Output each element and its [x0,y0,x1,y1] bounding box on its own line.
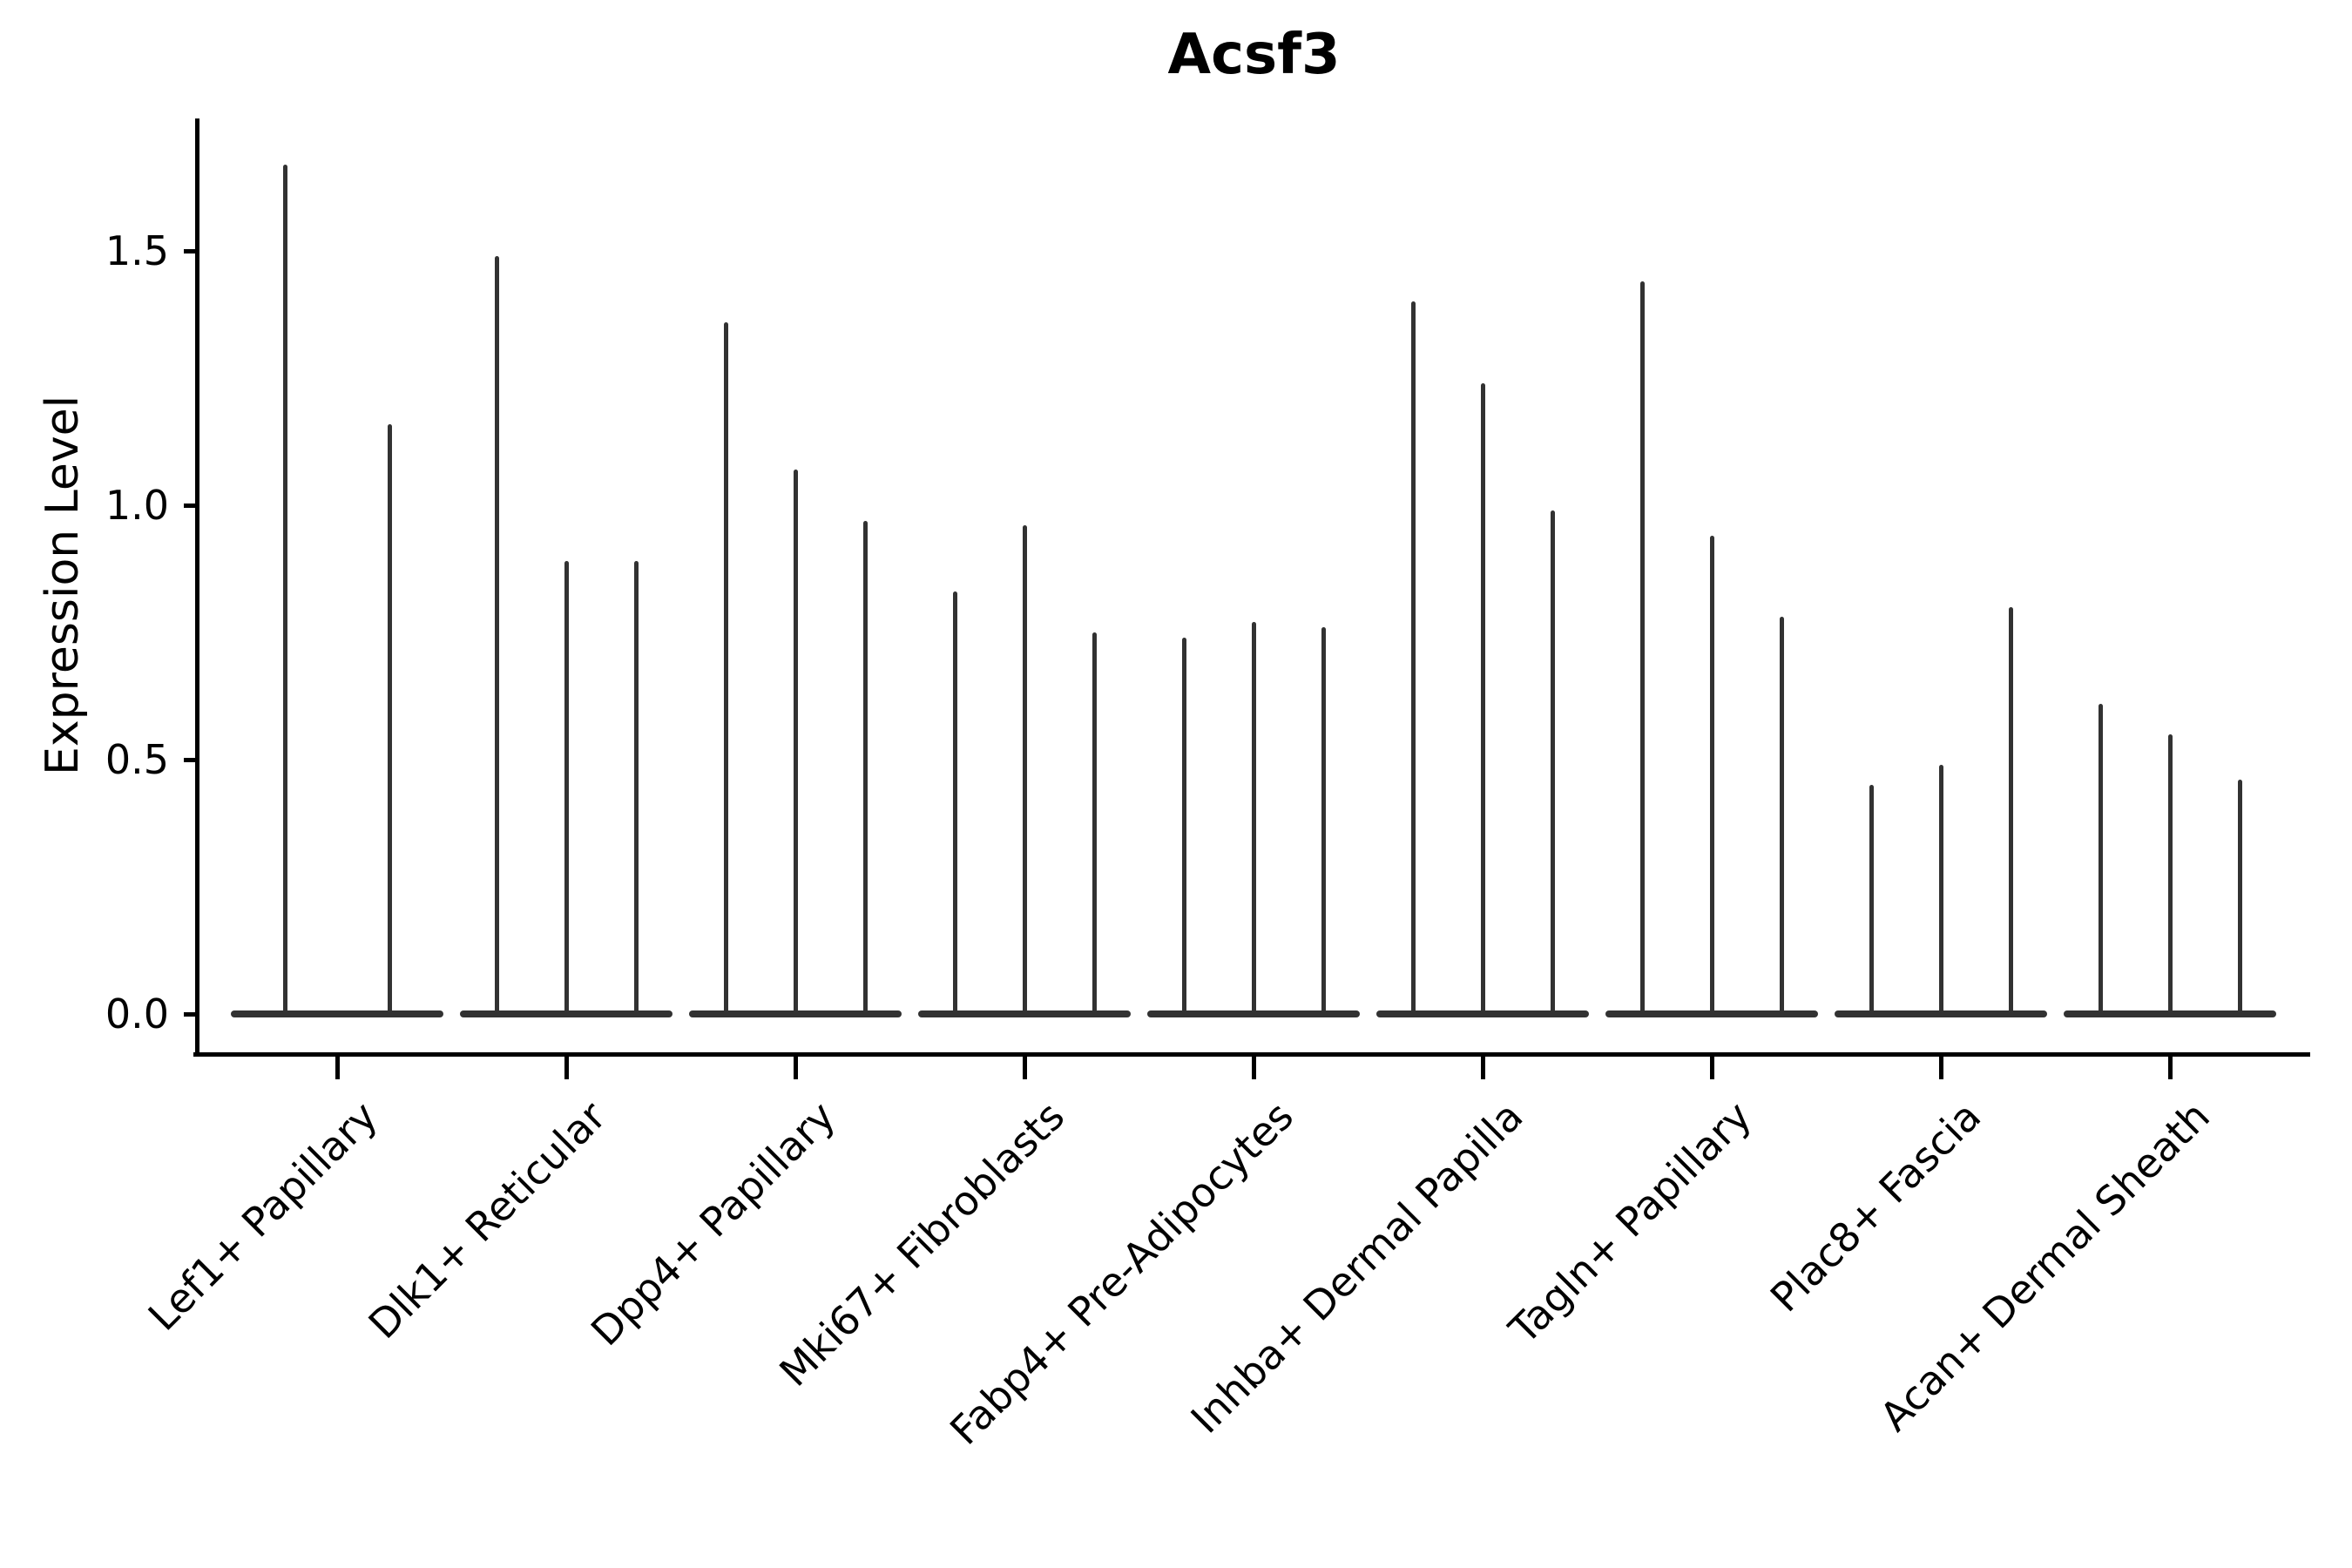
violin-spike [1550,510,1555,1017]
x-axis-spine [193,1052,2310,1057]
violin-spike [952,591,957,1017]
violin-spike [282,164,287,1017]
violin-spike [1709,536,1714,1017]
y-axis-label: Expression Level [37,395,89,776]
x-tick-mark [1480,1057,1485,1079]
x-tick-mark [2167,1057,2173,1079]
plot-title: Acsf3 [1167,23,1341,87]
y-tick-mark [184,1011,196,1017]
violin-group-baseline [231,1010,443,1017]
violin-spike [2098,703,2103,1017]
x-tick-label: Dlk1+ Reticular [359,1092,616,1348]
y-tick-label: 0.5 [105,736,169,783]
x-tick-mark [1938,1057,1943,1079]
x-tick-label: Lef1+ Papillary [139,1092,387,1340]
x-tick-label: Dpp4+ Papillary [581,1092,845,1355]
x-tick-mark [793,1057,798,1079]
x-tick-mark [1022,1057,1027,1079]
x-tick-mark [564,1057,569,1079]
x-tick-label: Tagln+ Papillary [1500,1092,1761,1353]
violin-spike [1410,301,1416,1017]
violin-spike [1869,785,1874,1017]
y-axis-spine [195,118,199,1057]
violin-spike [2008,606,2013,1017]
violin-spike [2167,733,2173,1017]
violin-spike [387,423,392,1017]
x-tick-label: Plac8+ Fascia [1761,1092,1990,1321]
violin-spike [723,321,728,1017]
violin-spike [494,255,499,1017]
y-tick-mark [184,248,196,253]
x-tick-mark [1709,1057,1714,1079]
y-tick-mark [184,757,196,762]
violin-spike [1639,281,1645,1017]
violin-spike [793,470,798,1017]
violin-spike [2237,780,2242,1017]
y-tick-mark [184,503,196,508]
violin-spike [1251,622,1256,1017]
violin-spike [564,561,569,1017]
x-tick-mark [1251,1057,1256,1079]
violin-spike [1480,382,1485,1017]
violin-spike [1321,627,1326,1017]
violin-spike [862,520,868,1017]
violin-spike [1022,525,1027,1017]
violin-spike [1779,617,1784,1017]
x-tick-mark [335,1057,340,1079]
violin-spike [1092,632,1097,1017]
violin-spike [633,561,639,1017]
y-tick-label: 1.5 [105,227,169,274]
violin-spike [1181,637,1186,1017]
y-tick-label: 1.0 [105,482,169,529]
violin-spike [1938,764,1943,1017]
y-tick-label: 0.0 [105,990,169,1037]
